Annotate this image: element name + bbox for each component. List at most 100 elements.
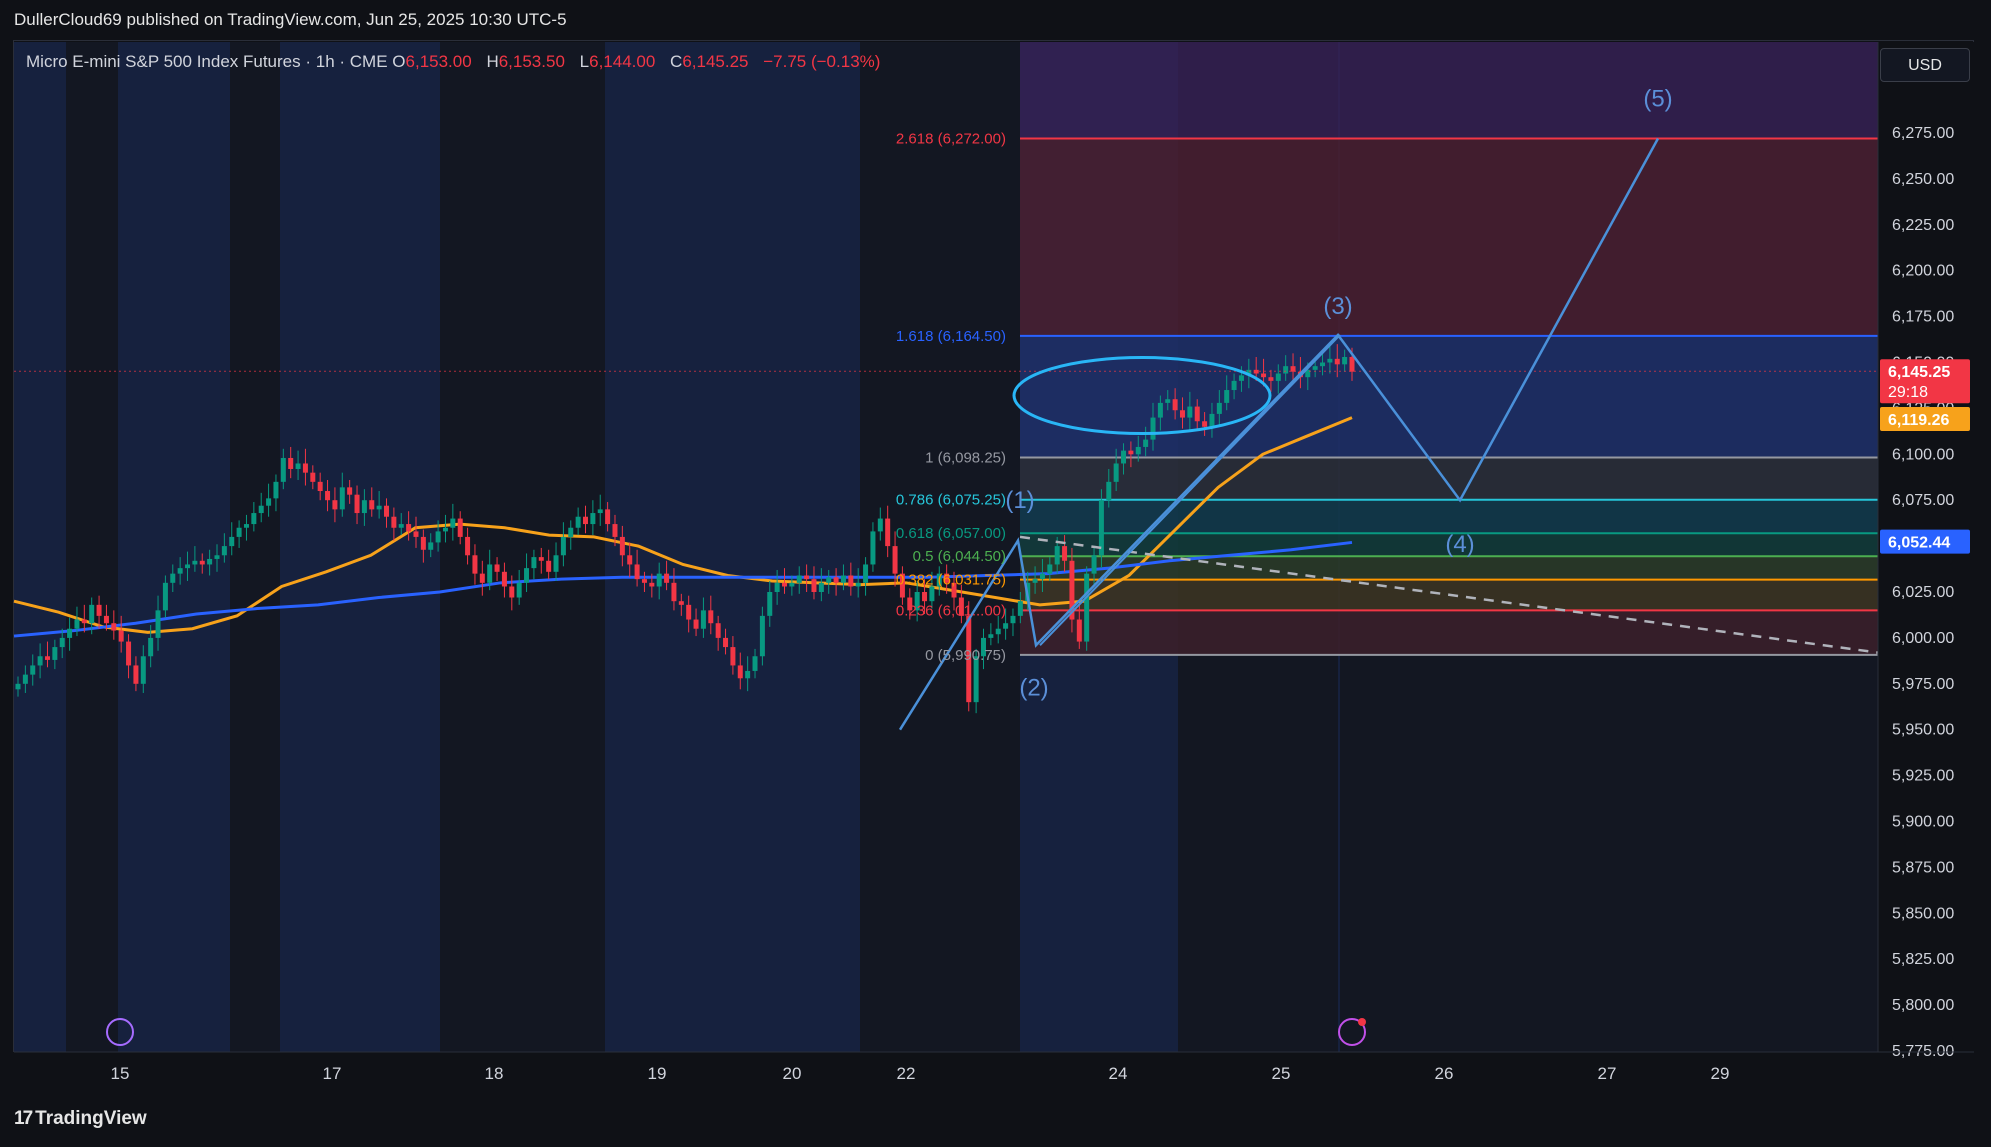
time-tick: 19 [648,1064,667,1083]
candle-body [1334,358,1340,365]
candle-body [892,546,898,574]
candle-body [1187,406,1193,418]
zone-0236-0 [1020,610,1878,655]
candle-body [273,481,279,499]
candle-body [1143,439,1149,447]
candle-body [391,516,397,528]
candle-body [590,513,596,525]
candle-body [700,610,706,629]
candle-body [1091,555,1097,574]
candle-body [980,637,986,657]
candle-body [155,610,161,638]
candle-body [266,498,272,506]
zone-1618-1 [1020,335,1878,458]
price-tick: 6,025.00 [1892,584,1954,601]
candle-body [302,463,308,473]
candle-body [1047,564,1053,574]
candle-body [487,564,493,583]
candle-body [723,637,729,648]
price-tick: 5,850.00 [1892,905,1954,922]
event-marker-icon [1338,1018,1366,1046]
consolidation-ellipse [1012,356,1272,436]
candle-body [295,463,301,469]
candle-body [118,630,124,642]
price-tick: 5,875.00 [1892,859,1954,876]
fib-label: 0.236 (6,01...00) [896,602,1006,619]
open-label: O [392,52,406,71]
zone-0618-05 [1020,533,1878,557]
price-tick: 6,100.00 [1892,446,1954,463]
price-tick: 6,250.00 [1892,171,1954,188]
candle-body [1238,375,1244,381]
time-tick: 15 [111,1064,130,1083]
candle-body [465,536,471,556]
ma-blue-line [13,540,1353,638]
currency-selector[interactable]: USD [1880,48,1970,82]
candle-body [811,579,817,592]
candle-body [833,577,839,583]
candle-body [472,555,478,574]
candle-body [406,524,412,532]
candle-body [936,573,942,587]
wave-label: (4) [1445,531,1474,558]
price-tick: 6,275.00 [1892,125,1954,142]
candle-body [96,604,102,616]
candle-body [516,582,522,598]
candle-body [693,619,699,629]
time-tick: 18 [485,1064,504,1083]
candle-body [899,573,905,598]
candle-body [1054,546,1060,565]
candle-body [656,573,662,587]
candle-body [560,536,566,556]
candle-body [479,573,485,583]
candle-body [170,573,176,583]
candle-body [369,500,375,510]
time-tick: 20 [783,1064,802,1083]
ma-orange-line [13,416,1353,634]
candle-body [1275,373,1281,381]
candle-body [612,524,618,537]
candle-body [59,637,65,648]
candle-body [1268,377,1274,381]
candle-body [641,579,647,583]
candle-body [74,619,80,629]
price-badge-text: 6,119.26 [1888,412,1950,429]
change-value: −7.75 (−0.13%) [763,52,881,71]
candle-body [1069,560,1075,620]
candle-body [1098,500,1104,556]
candle-body [67,628,73,638]
candle-body [280,457,286,482]
time-tick: 27 [1598,1064,1617,1083]
tradingview-brand[interactable]: 17 TradingView [14,1108,147,1130]
candle-body [1113,463,1119,482]
session-band [280,42,440,1052]
zone-above-2618 [1020,42,1878,139]
candle-body [1253,369,1259,374]
candle-body [1194,406,1200,422]
candle-body [619,536,625,556]
price-tick: 6,075.00 [1892,492,1954,509]
candle-body [568,527,574,537]
candle-body [767,592,773,616]
price-badge [1880,406,1970,431]
price-tick: 5,975.00 [1892,676,1954,693]
candle-body [398,524,404,528]
candle-body [1216,402,1222,414]
candle-body [435,531,441,543]
candle-body [678,601,684,605]
symbol-legend: Micro E-mini S&P 500 Index Futures · 1h … [26,52,890,72]
price-axis: 6,275.00 6,250.00 6,225.00 6,200.00 6,175.00… [1877,42,1974,1060]
candle-body [89,604,95,624]
wave-label: (1) [1005,487,1034,514]
candle-body [1084,573,1090,642]
fib-label: 0 (5,990.75) [925,647,1006,664]
candle-body [81,619,87,624]
candle-body [494,564,500,572]
price-badge [1880,529,1970,554]
price-tick: 5,825.00 [1892,951,1954,968]
time-tick: 17 [323,1064,342,1083]
elliott-wave-path [898,137,1660,731]
candle-body [664,573,670,583]
candle-body [1010,615,1016,624]
